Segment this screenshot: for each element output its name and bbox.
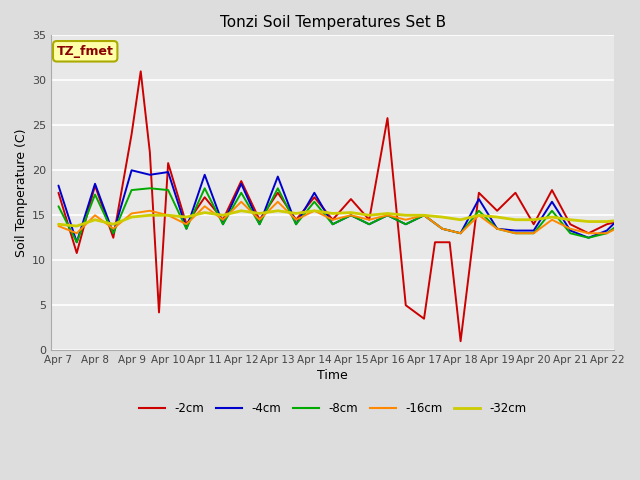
Title: Tonzi Soil Temperatures Set B: Tonzi Soil Temperatures Set B (220, 15, 445, 30)
Legend: -2cm, -4cm, -8cm, -16cm, -32cm: -2cm, -4cm, -8cm, -16cm, -32cm (134, 397, 531, 420)
Text: TZ_fmet: TZ_fmet (57, 45, 114, 58)
Y-axis label: Soil Temperature (C): Soil Temperature (C) (15, 129, 28, 257)
X-axis label: Time: Time (317, 369, 348, 382)
